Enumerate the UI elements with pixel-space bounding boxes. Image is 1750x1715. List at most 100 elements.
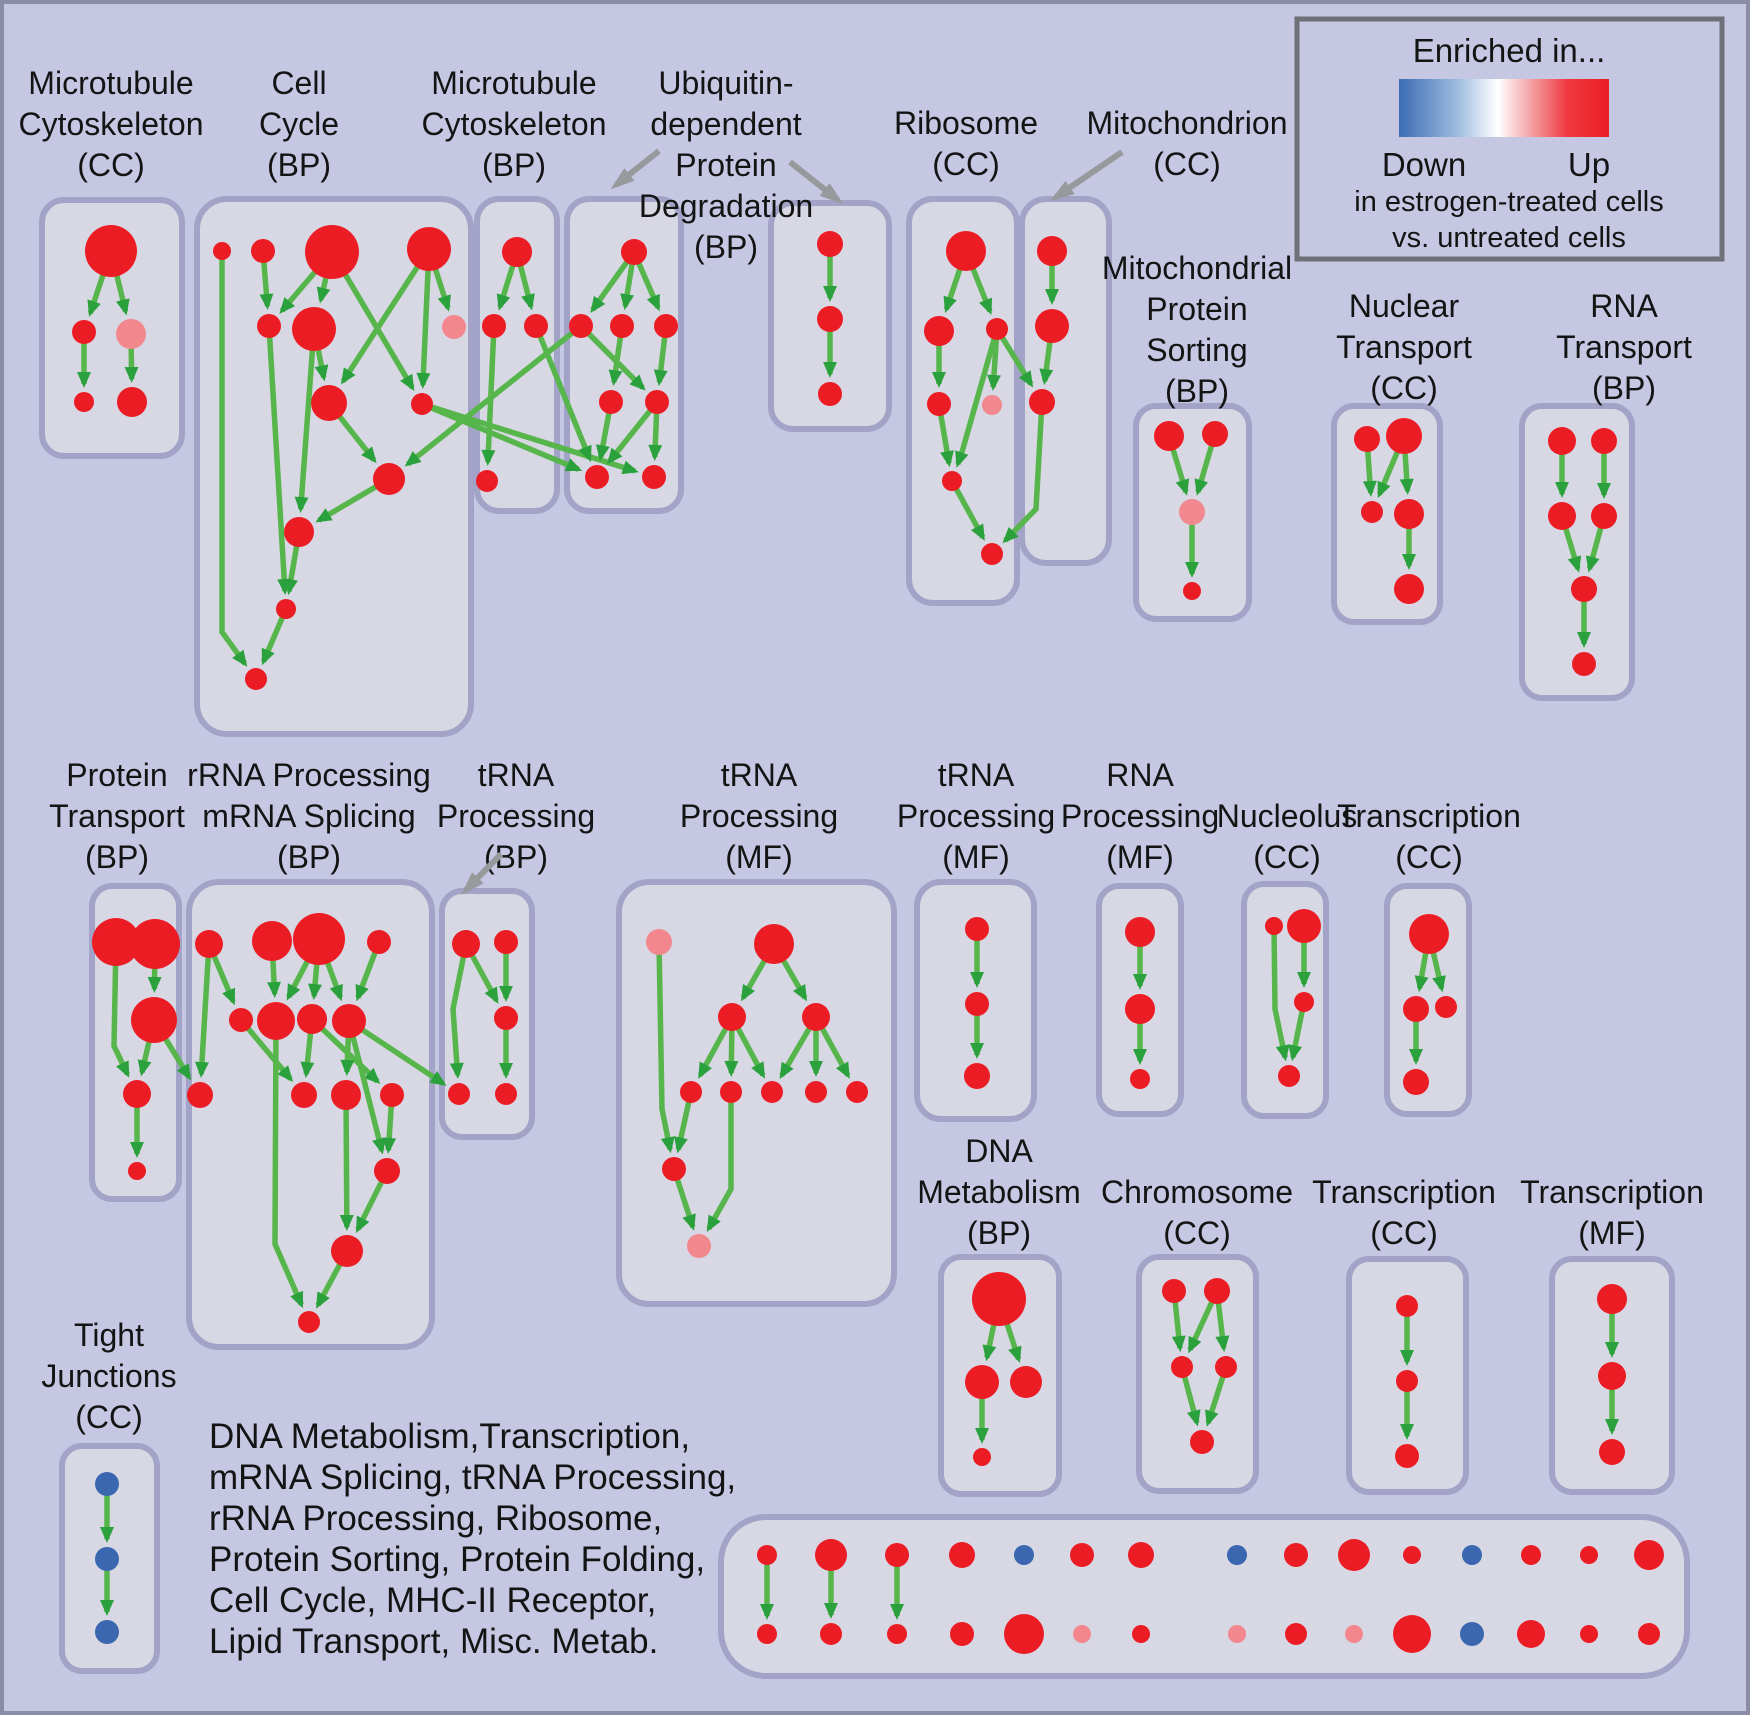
relation-arrow [706,1092,734,1233]
label-pointer-arrow [610,148,661,190]
go-term-node-bb9 [1285,1623,1307,1645]
go-term-node-bt1 [757,1545,777,1565]
go-term-node-e3 [964,1063,990,1089]
legend-frame [1294,16,1725,262]
go-term-node-f8 [805,1081,827,1103]
cluster-label-trna-processing-bp: (BP) [484,839,548,875]
go-term-node-z5 [1190,1430,1214,1454]
relation-arrow [656,941,675,1154]
cluster-label-chromosome-cc: Chromosome [1101,1174,1293,1210]
go-term-node-h1 [452,930,480,958]
go-term-node-v3 [610,314,634,338]
cluster-label-mitochondrion-cc: (CC) [1153,146,1221,182]
go-term-node-r5 [982,395,1002,415]
cluster-label-rrna-processing-mrna-splicing-bp: mRNA Splicing [202,798,415,834]
go-term-node-q1 [1037,236,1067,266]
cluster-label-dna-metabolism-bp: (BP) [967,1215,1031,1251]
cluster-label-ribosome-cc: (CC) [932,146,1000,182]
go-term-node-z4 [1215,1356,1237,1378]
go-term-node-t3 [1361,501,1383,523]
go-term-node-r2 [924,316,954,346]
go-term-node-n3 [116,319,146,349]
cluster-label-ubiquitin-dependent-protein-degradation-bp: dependent [650,106,801,142]
relation-arrow [533,324,593,463]
relation-arrow [194,943,212,1079]
cluster-label-ubiquitin-dependent-protein-degradation-bp: Protein [675,147,776,183]
go-term-node-bt8 [1227,1545,1247,1565]
cluster-label-rna-processing-mf: Processing [1061,798,1219,834]
relation-arrow [111,941,130,1078]
go-term-node-bb14 [1580,1625,1598,1643]
go-term-node-bb2 [820,1623,842,1645]
go-term-node-q2 [1035,309,1069,343]
go-term-node-bt11 [1403,1546,1421,1564]
relation-arrow [340,247,432,385]
caption-line: Lipid Transport, Misc. Metab. [209,1622,658,1661]
legend-title: Enriched in... [1413,32,1606,69]
go-term-node-bb15 [1638,1623,1660,1645]
go-term-node-x3 [1395,1444,1419,1468]
go-term-node-t2 [1386,418,1422,454]
relation-arrow [481,325,497,467]
go-term-node-j1 [1409,914,1449,954]
go-term-node-r1 [946,231,986,271]
go-term-node-bt14 [1580,1546,1598,1564]
go-term-node-q3 [1029,389,1055,415]
relation-arrow [404,323,583,467]
go-term-node-v7 [585,465,609,489]
cluster-label-trna-processing-mf-small: tRNA [938,757,1015,793]
caption-line: Cell Cycle, MHC-II Receptor, [209,1581,656,1620]
go-term-node-a5 [128,1162,146,1180]
go-term-node-bt9 [1284,1543,1308,1567]
go-term-node-bb3 [887,1624,907,1644]
label-pointer-arrow [461,851,504,896]
go-term-node-g9 [187,1082,213,1108]
go-term-node-bt2 [815,1539,847,1571]
go-term-node-w2 [817,306,843,332]
go-term-node-h2 [494,930,518,954]
go-term-node-h5 [495,1083,517,1105]
go-term-node-a4 [123,1080,151,1108]
go-term-node-f6 [720,1081,742,1103]
go-term-node-r6 [942,471,962,491]
go-term-node-g2 [252,921,292,961]
go-term-node-c5 [257,314,281,338]
go-term-node-o3 [1599,1439,1625,1465]
go-term-node-p4 [1591,503,1617,529]
cluster-label-ubiquitin-dependent-protein-degradation-bp: (BP) [694,229,758,265]
go-enrichment-network: Microtubule Cytoskeleton (CC) Cell Cycle (BP)… [19,16,1725,1679]
go-term-node-t5 [1394,574,1424,604]
go-term-node-f9 [846,1081,868,1103]
cluster-box-ubiq-left [564,196,684,514]
go-term-node-v2 [569,314,593,338]
go-term-node-bt7 [1128,1542,1154,1568]
cluster-label-nuclear-transport-cc: (CC) [1370,370,1438,406]
go-term-node-g13 [374,1158,400,1184]
go-term-node-e1 [965,917,989,941]
go-term-node-w3 [818,382,842,406]
go-term-node-f3 [718,1003,746,1031]
go-term-node-bt3 [885,1543,909,1567]
relation-arrow [266,325,292,596]
go-term-node-o2 [1598,1362,1626,1390]
go-term-node-j3 [1435,996,1457,1018]
go-term-node-v5 [599,390,623,414]
cluster-label-trna-processing-bp: tRNA [478,757,555,793]
go-term-node-c9 [411,393,433,415]
cluster-label-transcription-cc-mid: Transcription [1337,798,1521,834]
go-term-node-g1 [195,930,223,958]
go-term-node-g15 [298,1311,320,1333]
go-term-node-s4 [1183,582,1201,600]
relation-arrow [949,479,986,541]
go-term-node-bt15 [1634,1540,1664,1570]
go-term-node-k1 [1265,917,1283,935]
go-term-node-bt6 [1070,1543,1094,1567]
go-term-node-o1 [1597,1284,1627,1314]
go-term-node-a2 [130,919,180,969]
go-term-node-k3 [1294,992,1314,1012]
go-term-node-j2 [1403,996,1429,1022]
go-term-node-p5 [1571,576,1597,602]
go-term-node-bb6 [1073,1625,1091,1643]
go-term-node-d2 [1125,994,1155,1024]
cluster-label-tight-junctions-cc: (CC) [75,1399,143,1435]
